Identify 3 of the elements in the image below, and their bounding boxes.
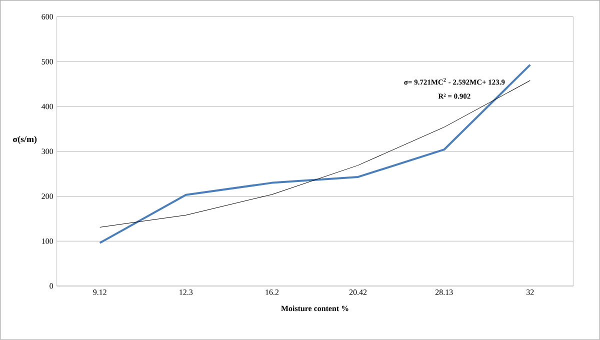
line-series: [100, 80, 530, 228]
line-series: [98, 64, 532, 244]
y-axis-title: σ(s/m): [13, 136, 37, 144]
